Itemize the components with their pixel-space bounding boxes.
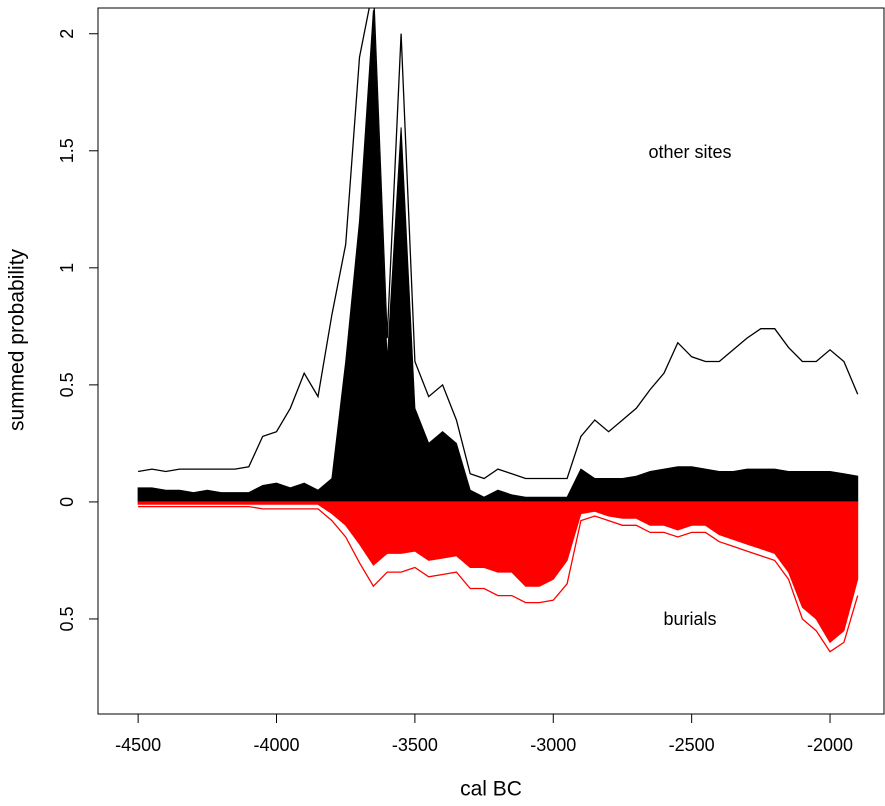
line <box>138 505 859 653</box>
x-tick-label: -4000 <box>253 735 299 755</box>
x-axis-label: cal BC <box>460 778 522 801</box>
annotation: other sites <box>648 142 731 162</box>
y-tick-label: 0.5 <box>57 606 77 631</box>
area <box>137 501 859 644</box>
plot-area <box>137 8 859 653</box>
plot-frame <box>97 7 885 715</box>
y-tick-label: 1 <box>57 263 77 273</box>
y-tick-label: 1.5 <box>57 138 77 163</box>
x-tick-label: -2500 <box>669 735 715 755</box>
y-tick-label: 2 <box>57 29 77 39</box>
y-tick-label: 0.5 <box>57 372 77 397</box>
y-tick-label: 0 <box>57 497 77 507</box>
x-tick-label: -4500 <box>115 735 161 755</box>
annotation: burials <box>663 609 716 629</box>
x-tick-label: -3000 <box>530 735 576 755</box>
y-axis-label: summed probability <box>6 248 29 431</box>
area <box>137 10 859 503</box>
x-tick-label: -3500 <box>392 735 438 755</box>
line <box>137 8 859 480</box>
x-tick-label: -2000 <box>807 735 853 755</box>
